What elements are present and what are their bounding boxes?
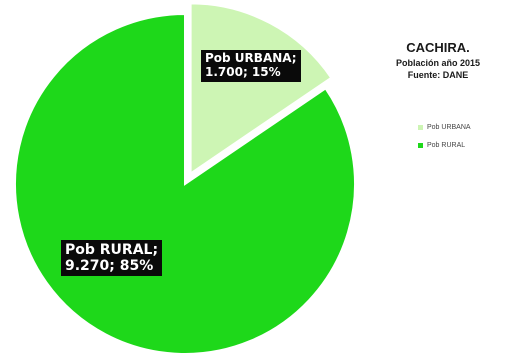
legend-swatch-rural [418, 143, 423, 148]
data-label-rural: Pob RURAL; 9.270; 85% [61, 240, 163, 277]
pie-slice-pob-urbana [189, 2, 333, 176]
chart-title-block: CACHIRA. Población año 2015 Fuente: DANE [378, 40, 498, 80]
chart-subtitle: Población año 2015 [395, 58, 481, 68]
data-label-urbana: Pob URBANA; 1.700; 15% [201, 50, 301, 82]
data-label-urbana-line2: 1.700; 15% [205, 64, 281, 79]
chart-title: CACHIRA. [406, 40, 470, 55]
legend: Pob URBANA Pob RURAL [418, 124, 471, 160]
legend-label-urbana: Pob URBANA [427, 124, 471, 131]
legend-item-urbana: Pob URBANA [418, 124, 471, 131]
chart-source: Fuente: DANE [407, 70, 469, 80]
legend-label-rural: Pob RURAL [427, 142, 466, 149]
legend-item-rural: Pob RURAL [418, 142, 471, 149]
data-label-rural-line1: Pob RURAL; [65, 242, 159, 258]
legend-swatch-urbana [418, 125, 423, 130]
data-label-rural-line2: 9.270; 85% [65, 258, 154, 275]
data-label-urbana-line1: Pob URBANA; [205, 51, 297, 65]
